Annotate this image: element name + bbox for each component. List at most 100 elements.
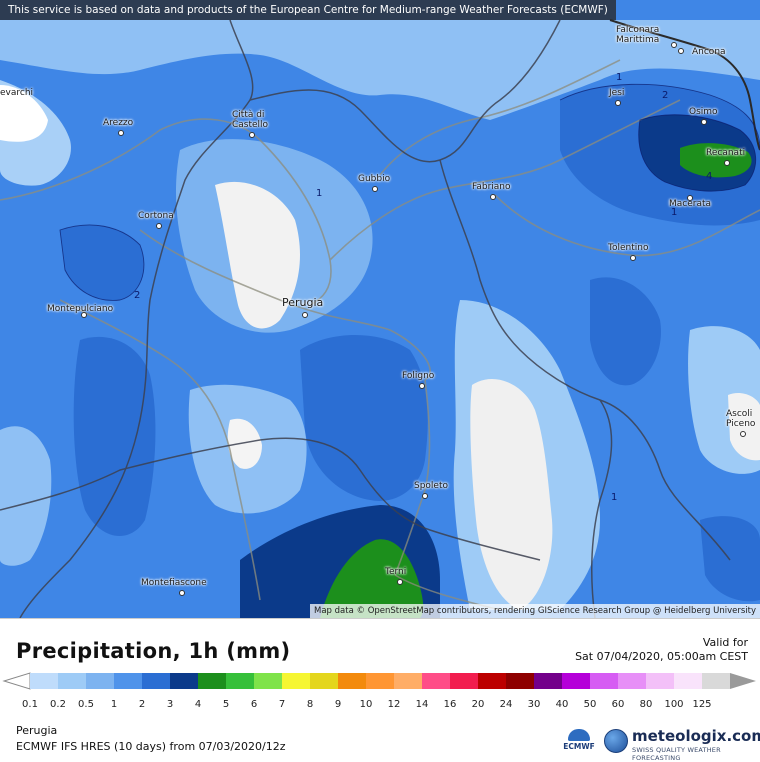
scale-tick-label: 24 bbox=[499, 699, 513, 710]
scale-tick-label: 20 bbox=[471, 699, 485, 710]
city-label: Montefiascone bbox=[141, 578, 207, 588]
city-label: Tolentino bbox=[608, 243, 649, 253]
valid-time: Sat 07/04/2020, 05:00am CEST bbox=[575, 650, 748, 663]
scale-swatch bbox=[506, 673, 535, 689]
city-spoleto[interactable]: Spoleto bbox=[414, 481, 449, 499]
scale-tick-label: 80 bbox=[639, 699, 653, 710]
city-label: Falconara Marittima bbox=[616, 25, 660, 45]
scale-swatch bbox=[618, 673, 647, 689]
scale-tick-label: 2 bbox=[138, 699, 146, 710]
city-marker bbox=[372, 186, 378, 192]
meteologix-logo[interactable]: meteologix.com SWISS QUALITY WEATHER FOR… bbox=[604, 727, 760, 762]
city-label: Terni bbox=[385, 567, 407, 577]
scale-tick-label: 5 bbox=[222, 699, 230, 710]
scale-swatch bbox=[86, 673, 115, 689]
city-marker bbox=[671, 42, 677, 48]
scale-tick-label: 0.2 bbox=[50, 699, 66, 710]
scale-swatch bbox=[534, 673, 563, 689]
city-ancona[interactable]: Ancona bbox=[678, 47, 726, 57]
scale-swatch bbox=[114, 673, 143, 689]
color-scale bbox=[2, 672, 756, 690]
city-falconara[interactable]: Falconara Marittima bbox=[616, 25, 677, 48]
contour-label: 1 bbox=[616, 72, 623, 83]
city-jesi[interactable]: Jesi bbox=[609, 88, 625, 106]
city-marker bbox=[156, 223, 162, 229]
city-cortona[interactable]: Cortona bbox=[138, 211, 174, 229]
precipitation-field bbox=[0, 19, 760, 618]
city-fabriano[interactable]: Fabriano bbox=[472, 182, 511, 200]
ecmwf-logo-icon bbox=[568, 729, 590, 741]
city-label: Osimo bbox=[689, 107, 718, 117]
valid-label: Valid for bbox=[702, 636, 748, 649]
city-marker bbox=[118, 130, 124, 136]
city-ascoli-piceno[interactable]: Ascoli Piceno bbox=[726, 409, 755, 437]
city-marker bbox=[701, 119, 707, 125]
scale-tick-label: 7 bbox=[278, 699, 286, 710]
city-marker bbox=[422, 493, 428, 499]
globe-icon bbox=[604, 729, 628, 753]
scale-swatch bbox=[226, 673, 255, 689]
scale-swatch bbox=[450, 673, 479, 689]
scale-swatch bbox=[674, 673, 703, 689]
city-marker bbox=[81, 312, 87, 318]
legend-title: Precipitation, 1h (mm) bbox=[16, 639, 291, 663]
scale-tick-label: 10 bbox=[359, 699, 373, 710]
scale-swatch bbox=[30, 673, 59, 689]
city-recanati[interactable]: Recanati bbox=[706, 148, 745, 166]
scale-tick-label: 8 bbox=[306, 699, 314, 710]
city-label: Spoleto bbox=[414, 481, 449, 491]
city-label: evarchi bbox=[0, 88, 34, 98]
city-arezzo[interactable]: Arezzo bbox=[103, 118, 133, 136]
scale-swatch bbox=[198, 673, 227, 689]
scale-swatch bbox=[702, 673, 731, 689]
ecmwf-logo[interactable]: ECMWF bbox=[562, 729, 596, 751]
scale-tick-label: 4 bbox=[194, 699, 202, 710]
location-name: Perugia bbox=[16, 724, 58, 737]
ecmwf-service-notice: This service is based on data and produc… bbox=[0, 0, 616, 20]
city-label: Foligno bbox=[402, 371, 435, 381]
city-label: Fabriano bbox=[472, 182, 511, 192]
city-gubbio[interactable]: Gubbio bbox=[358, 174, 391, 192]
contour-label: 2 bbox=[134, 290, 141, 301]
scale-swatch bbox=[58, 673, 87, 689]
scale-tick-label: 6 bbox=[250, 699, 258, 710]
city-montepulciano[interactable]: Montepulciano bbox=[47, 304, 113, 318]
city-montefiascone[interactable]: Montefiascone bbox=[141, 578, 207, 596]
city-label: Gubbio bbox=[358, 174, 391, 184]
city-citta-di-castello[interactable]: Città di Castello bbox=[232, 110, 269, 138]
ecmwf-logo-text: ECMWF bbox=[563, 742, 595, 751]
city-macerata[interactable]: Macerata bbox=[669, 195, 711, 209]
city-marker bbox=[630, 255, 636, 261]
city-foligno[interactable]: Foligno bbox=[402, 371, 435, 389]
scale-swatch bbox=[366, 673, 395, 689]
scale-min-arrow bbox=[2, 672, 31, 690]
city-terni[interactable]: Terni bbox=[385, 567, 407, 585]
scale-tick-label: 16 bbox=[443, 699, 457, 710]
scale-tick-label: 1 bbox=[110, 699, 118, 710]
scale-tick-label: 12 bbox=[387, 699, 401, 710]
city-label: Jesi bbox=[609, 88, 625, 98]
model-info: ECMWF IFS HRES (10 days) from 07/03/2020… bbox=[16, 740, 286, 753]
brand-tagline: SWISS QUALITY WEATHER FORECASTING bbox=[632, 746, 721, 762]
precipitation-map[interactable]: This service is based on data and produc… bbox=[0, 0, 760, 618]
scale-tick-label: 0.1 bbox=[22, 699, 38, 710]
city-marker bbox=[397, 579, 403, 585]
scale-tick-label: 9 bbox=[334, 699, 342, 710]
city-label: Perugia bbox=[282, 296, 324, 309]
city-label: Città di Castello bbox=[232, 110, 269, 130]
city-marker bbox=[615, 100, 621, 106]
scale-swatch bbox=[562, 673, 591, 689]
city-marker bbox=[678, 48, 684, 54]
city-osimo[interactable]: Osimo bbox=[689, 107, 718, 125]
city-montevarchi[interactable]: evarchi bbox=[0, 88, 33, 98]
city-marker bbox=[687, 195, 693, 201]
scale-tick-label: 50 bbox=[583, 699, 597, 710]
contour-label: 1 bbox=[671, 207, 678, 218]
contour-label: 4 bbox=[706, 171, 713, 182]
city-perugia[interactable]: Perugia bbox=[282, 296, 324, 318]
scale-tick-label: 30 bbox=[527, 699, 541, 710]
scale-tick-label: 14 bbox=[415, 699, 429, 710]
scale-tick-label: 3 bbox=[166, 699, 174, 710]
city-tolentino[interactable]: Tolentino bbox=[608, 243, 649, 261]
legend-footer: Precipitation, 1h (mm) Valid for Sat 07/… bbox=[0, 618, 760, 762]
